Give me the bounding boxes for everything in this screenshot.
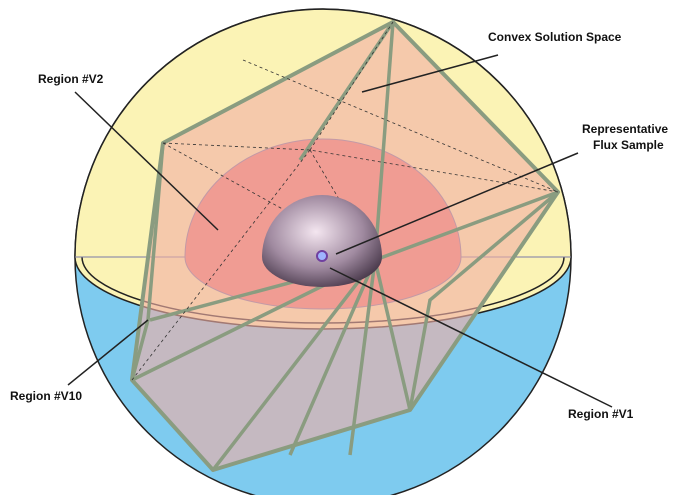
label: Convex Solution Space	[488, 30, 622, 44]
label: Region #V10	[10, 389, 82, 403]
label: Representative	[582, 122, 668, 136]
leader-lines	[67, 54, 613, 408]
flux-sample	[316, 250, 328, 262]
label: Region #V1	[568, 407, 634, 421]
label: Flux Sample	[593, 138, 664, 152]
sample-sphere	[262, 195, 382, 287]
hidden-edges	[131, 21, 559, 381]
label: Region #V2	[38, 72, 104, 86]
